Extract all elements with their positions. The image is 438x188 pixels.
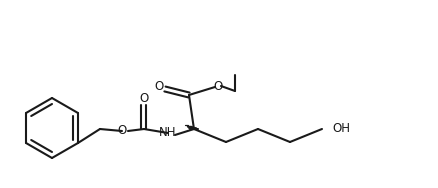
Text: OH: OH [332,123,350,136]
Text: NH: NH [159,126,177,139]
Text: O: O [139,92,148,105]
Text: O: O [154,80,164,93]
Text: O: O [117,124,127,137]
Text: O: O [213,80,223,93]
